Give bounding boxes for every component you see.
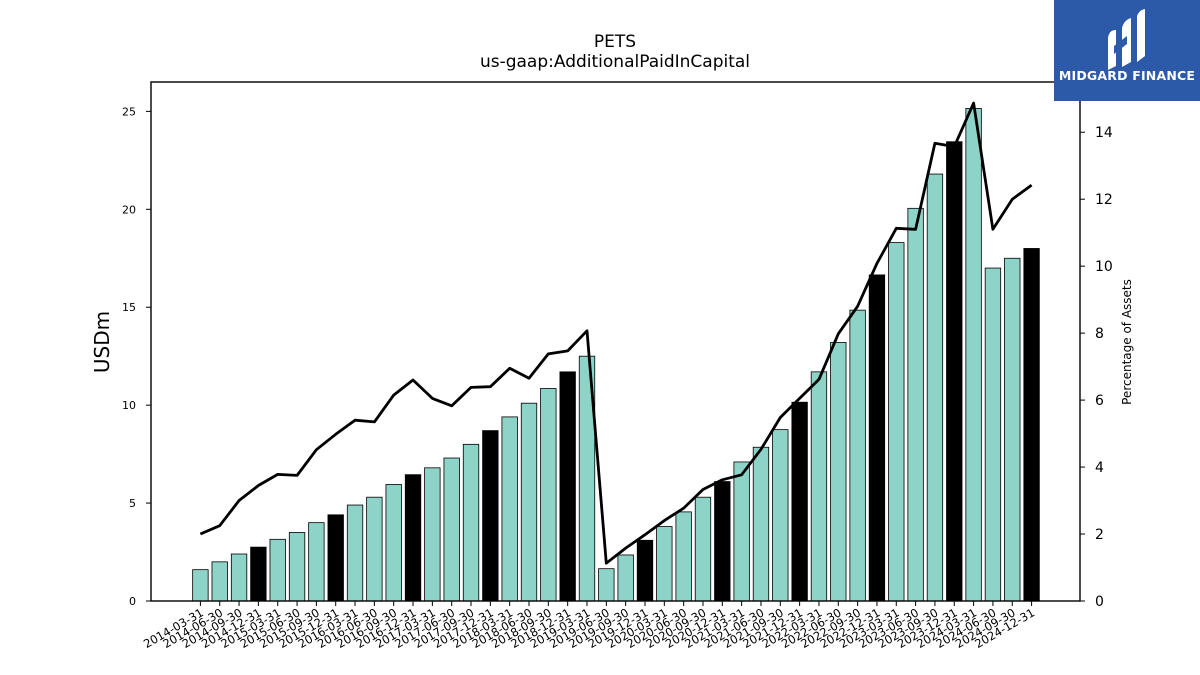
bar	[366, 496, 383, 602]
series-line	[199, 101, 1033, 565]
y-tick-label: 10	[122, 399, 136, 412]
plot-frame	[150, 81, 1081, 602]
bar	[482, 430, 499, 602]
bar	[1004, 257, 1021, 602]
y2-tick-label: 2	[1095, 527, 1104, 543]
bar	[772, 429, 789, 602]
bar	[984, 267, 1002, 602]
bar	[346, 504, 364, 602]
bar	[540, 388, 557, 602]
y2-tick-label: 10	[1095, 259, 1113, 275]
y-tick-label: 20	[122, 203, 136, 216]
bar	[424, 467, 441, 602]
bar	[192, 569, 209, 602]
y2-axis-label: Percentage of Assets	[1120, 279, 1134, 405]
bar	[443, 457, 460, 602]
bar	[501, 416, 518, 602]
bar	[559, 371, 576, 602]
bar	[269, 538, 286, 602]
chart-title: PETS	[593, 32, 637, 52]
y2-tick-label: 12	[1095, 192, 1113, 208]
y2-tick-label: 8	[1095, 326, 1104, 342]
bar	[520, 402, 538, 602]
bar	[598, 568, 615, 602]
bar	[946, 141, 963, 602]
midgard-finance-logo: MIDGARD FINANCE	[1054, 0, 1200, 101]
bar	[1023, 248, 1040, 602]
y-tick-label: 15	[122, 301, 136, 314]
y2-tick-label: 14	[1095, 125, 1113, 141]
bar	[752, 446, 770, 602]
bar	[907, 207, 924, 602]
y-tick-label: 5	[129, 497, 136, 510]
y-tick-label: 25	[122, 105, 136, 118]
bar	[308, 522, 325, 602]
bar	[656, 526, 673, 602]
bar	[404, 474, 422, 602]
y-axis-label: USDm	[90, 311, 114, 373]
y2-tick-label: 4	[1095, 460, 1104, 476]
bar	[617, 554, 634, 602]
bar	[675, 511, 692, 602]
y2-tick-label: 0	[1095, 594, 1104, 610]
bar	[830, 342, 847, 602]
bar	[965, 108, 982, 602]
bar	[462, 443, 480, 602]
bar	[714, 481, 731, 602]
bar	[250, 546, 267, 602]
bar	[327, 514, 344, 602]
y-tick-label: 0	[129, 595, 136, 608]
bar	[230, 553, 248, 602]
logo-text: MIDGARD FINANCE	[1058, 68, 1196, 83]
bar	[211, 561, 228, 602]
bar	[694, 496, 712, 602]
bar	[288, 532, 306, 602]
y2-tick-label: 6	[1095, 393, 1104, 409]
bar	[810, 371, 828, 602]
bar	[868, 274, 886, 602]
bar	[733, 461, 750, 602]
bar	[636, 539, 654, 602]
bar	[385, 484, 402, 602]
chart-subtitle: us-gaap:AdditionalPaidInCapital	[479, 52, 751, 72]
bar	[849, 309, 866, 602]
bar	[888, 242, 905, 602]
logo-mark-icon	[1108, 9, 1145, 70]
bar	[791, 401, 808, 602]
bar	[926, 173, 944, 602]
